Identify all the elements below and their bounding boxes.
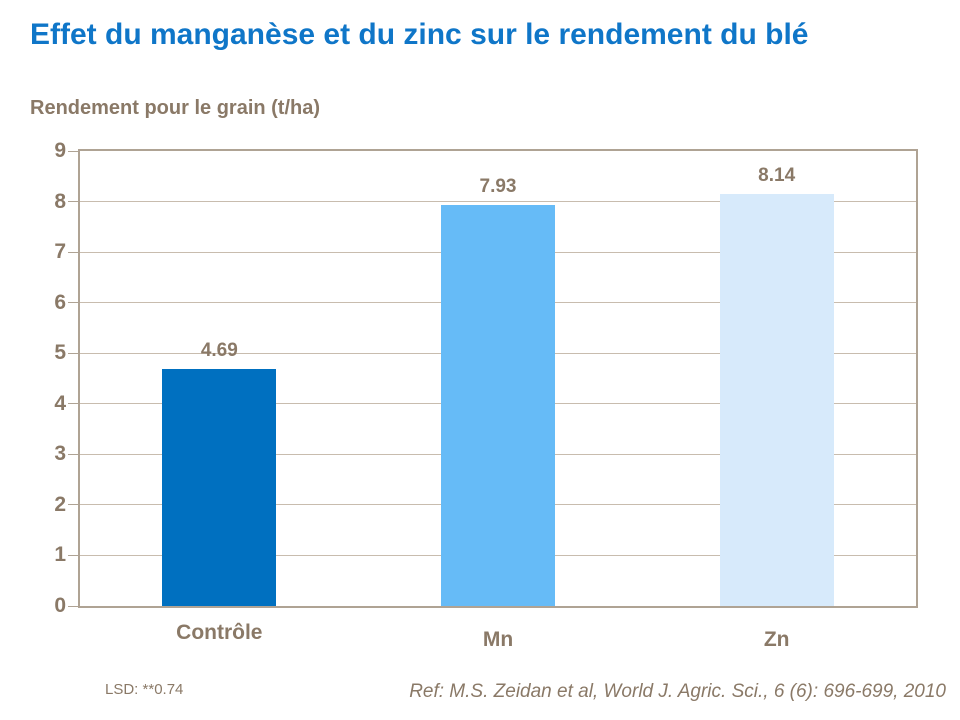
bar-value-label: 8.14	[758, 165, 796, 187]
y-tick-mark	[68, 605, 78, 607]
y-axis-tick-label: 9	[54, 139, 66, 162]
y-tick-mark	[68, 504, 78, 506]
y-tick-mark	[68, 201, 78, 203]
y-axis-tick-label: 1	[54, 543, 66, 567]
y-axis-tick-label: 3	[54, 442, 66, 466]
bar-mn	[441, 205, 555, 606]
y-axis-tick-label: 7	[54, 240, 66, 264]
gridline-y8	[80, 201, 916, 203]
y-tick-mark	[68, 554, 78, 556]
y-tick-mark	[68, 403, 78, 405]
plot-area: 4.69 7.93 8.14	[68, 149, 918, 608]
x-axis-category-label: Mn	[482, 628, 514, 651]
reference-citation: Ref: M.S. Zeidan et al, World J. Agric. …	[409, 681, 946, 702]
bar-contr-le	[162, 368, 277, 606]
y-tick-mark	[68, 251, 78, 253]
lsd-note: LSD: **0.74	[105, 681, 184, 698]
chart-title: Effet du manganèse et du zinc sur le ren…	[30, 18, 809, 51]
bar-value-label: 7.93	[479, 176, 517, 198]
y-axis-tick-label: 2	[54, 492, 66, 516]
y-axis-tick-label: 0	[54, 594, 66, 617]
y-axis-tick-label: 4	[54, 391, 66, 415]
y-axis-tick-label: 5	[54, 341, 66, 365]
y-axis-tick-label: 6	[54, 290, 66, 314]
x-axis-category-label: Zn	[763, 628, 790, 651]
y-tick-mark	[68, 302, 78, 304]
y-tick-mark	[68, 352, 78, 354]
y-tick-mark	[68, 150, 78, 152]
y-tick-mark	[68, 453, 78, 455]
y-axis-tick-label: 8	[54, 189, 66, 213]
bar-zn	[719, 194, 834, 606]
bar-value-label: 4.69	[200, 339, 238, 361]
y-axis-title: Rendement pour le grain (t/ha)	[30, 97, 321, 119]
x-axis-category-label: Contrôle	[176, 621, 263, 644]
